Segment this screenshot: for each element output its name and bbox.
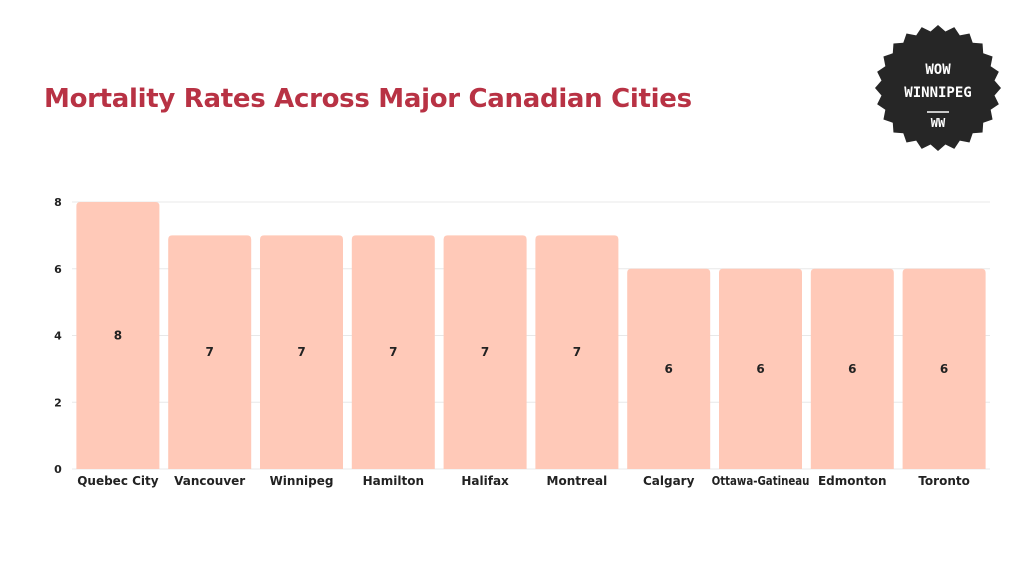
x-tick-label: Quebec City: [77, 474, 159, 488]
x-axis-ticks: Quebec City Vancouver Winnipeg Hamilton Hali…: [77, 474, 970, 488]
bar: [902, 268, 986, 469]
x-tick-label: Halifax: [461, 474, 509, 488]
y-tick-label: 0: [54, 463, 62, 476]
data-label: 6: [940, 362, 948, 376]
data-labels: 8 7 7 7 7 7 6 6 6 6: [114, 329, 949, 376]
bar: [535, 235, 619, 469]
badge-line3: WW: [931, 116, 946, 130]
bar: [443, 235, 527, 469]
wow-winnipeg-logo: WOW WINNIPEG WW: [875, 25, 1001, 151]
x-tick-label: Montreal: [547, 474, 608, 488]
x-tick-label: Edmonton: [818, 474, 887, 488]
bars: [76, 202, 986, 469]
data-label: 7: [389, 345, 397, 359]
bar: [76, 202, 160, 469]
bar: [168, 235, 252, 469]
data-label: 7: [206, 345, 214, 359]
x-tick-label: Ottawa-Gatineau: [712, 474, 810, 488]
bar: [260, 235, 343, 469]
bar: [719, 268, 802, 469]
data-label: 7: [297, 345, 305, 359]
y-tick-label: 4: [54, 330, 62, 343]
badge-seal-shape: [875, 25, 1001, 151]
data-label: 7: [573, 345, 581, 359]
y-tick-label: 8: [54, 196, 62, 209]
x-tick-label: Hamilton: [363, 474, 424, 488]
x-tick-label: Calgary: [643, 474, 695, 488]
x-tick-label: Vancouver: [174, 474, 245, 488]
y-tick-label: 6: [54, 263, 62, 276]
badge-line2: WINNIPEG: [904, 85, 971, 101]
bar: [351, 235, 435, 469]
bar: [627, 268, 711, 469]
chart-title: Mortality Rates Across Major Canadian Ci…: [44, 84, 692, 114]
data-label: 8: [114, 329, 122, 343]
y-axis-ticks: 0 2 4 6 8: [54, 196, 62, 476]
data-label: 6: [665, 362, 673, 376]
x-tick-label: Winnipeg: [270, 474, 334, 488]
data-label: 6: [756, 362, 764, 376]
bar: [810, 268, 894, 469]
data-label: 6: [848, 362, 856, 376]
badge-line1: WOW: [925, 62, 951, 78]
y-tick-label: 2: [54, 396, 62, 409]
x-tick-label: Toronto: [918, 474, 970, 488]
data-label: 7: [481, 345, 489, 359]
